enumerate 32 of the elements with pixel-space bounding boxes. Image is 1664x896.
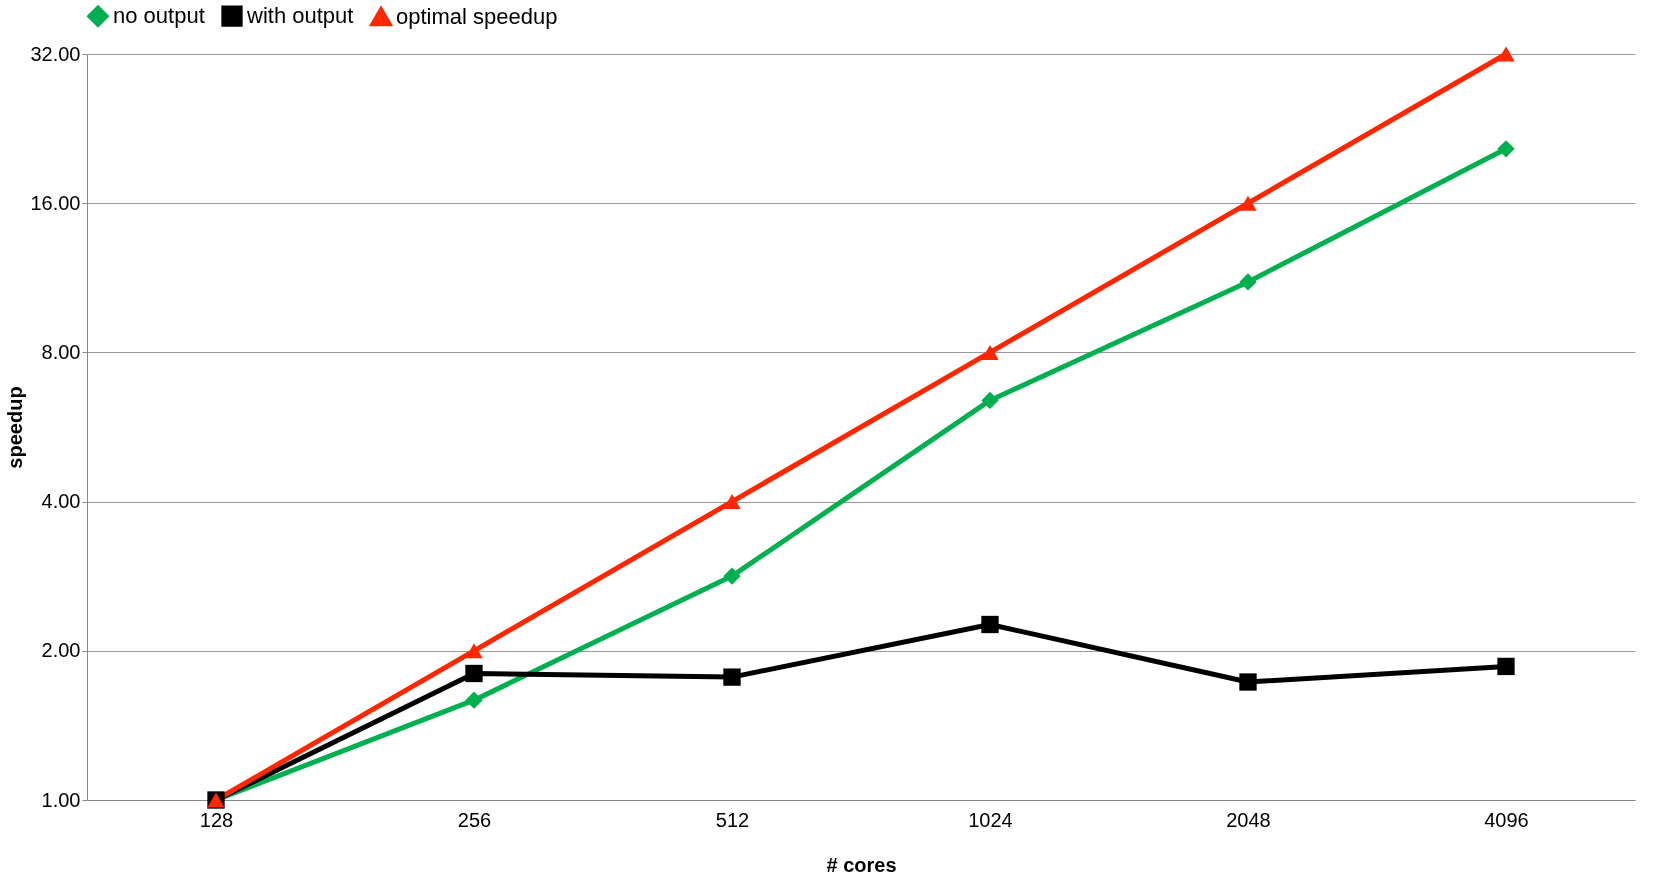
x-axis-title: # cores xyxy=(826,853,897,876)
legend-label: with output xyxy=(246,3,354,29)
y-tick-label: 4.00 xyxy=(41,490,81,513)
y-axis-title: speedup xyxy=(4,386,27,469)
legend-label: optimal speedup xyxy=(396,3,558,29)
point xyxy=(1239,195,1257,211)
x-tick-label: 128 xyxy=(199,808,234,831)
point xyxy=(465,643,483,659)
point xyxy=(1497,657,1515,676)
y-tick-label: 2.00 xyxy=(41,639,81,662)
point xyxy=(465,691,483,709)
point xyxy=(981,391,999,410)
x-tick-label: 1024 xyxy=(968,808,1013,831)
y-tick-label: 1.00 xyxy=(41,788,81,811)
x-tick-label: 256 xyxy=(457,808,492,831)
point xyxy=(723,567,741,585)
y-tick-label: 8.00 xyxy=(41,340,81,363)
x-tick-label: 4096 xyxy=(1484,808,1529,831)
point xyxy=(981,344,999,360)
point xyxy=(465,664,483,683)
point xyxy=(981,615,999,634)
point xyxy=(1497,46,1515,62)
point xyxy=(723,668,741,686)
x-tick-label: 512 xyxy=(715,808,750,831)
y-tick-label: 32.00 xyxy=(30,42,81,65)
legend-label: no output xyxy=(113,3,205,29)
y-tick-label: 16.00 xyxy=(30,191,81,214)
point xyxy=(1497,140,1515,158)
x-tick-label: 2048 xyxy=(1226,808,1271,831)
point xyxy=(1239,673,1257,691)
point xyxy=(723,494,741,510)
point xyxy=(1239,273,1257,291)
